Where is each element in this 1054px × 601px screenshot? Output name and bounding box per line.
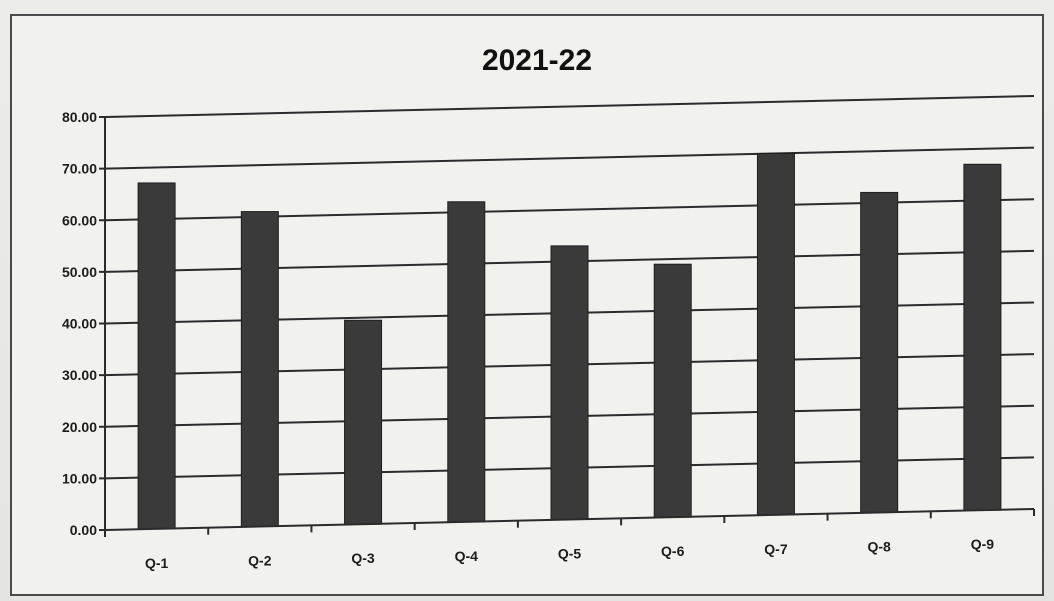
bar bbox=[963, 163, 1002, 511]
y-tick-label: 10.00 bbox=[62, 470, 97, 486]
bar bbox=[240, 211, 279, 528]
x-tick-label: Q-5 bbox=[558, 546, 582, 562]
x-tick-labels: Q-1 Q-2 Q-3 Q-4 Q-5 Q-6 Q-7 Q-8 Q-9 bbox=[145, 536, 994, 571]
y-tick-label: 80.00 bbox=[62, 109, 97, 125]
bar bbox=[344, 319, 383, 525]
x-tick-label: Q-6 bbox=[661, 543, 685, 559]
y-tick-label: 30.00 bbox=[62, 367, 97, 383]
y-tick-label: 0.00 bbox=[70, 522, 97, 538]
y-tick-label: 60.00 bbox=[62, 212, 97, 228]
bar bbox=[653, 263, 692, 518]
bar bbox=[550, 245, 589, 521]
bar bbox=[756, 152, 795, 516]
y-tick-label: 40.00 bbox=[62, 316, 97, 332]
y-tick-label: 70.00 bbox=[62, 161, 97, 177]
x-tick-label: Q-8 bbox=[867, 539, 891, 555]
x-tick-label: Q-3 bbox=[351, 550, 375, 566]
axes bbox=[99, 116, 1035, 537]
x-axis-line bbox=[104, 508, 1035, 531]
bar bbox=[137, 182, 176, 530]
x-tick-label: Q-1 bbox=[145, 555, 169, 571]
x-tick-label: Q-9 bbox=[971, 536, 995, 552]
x-tick-label: Q-2 bbox=[248, 553, 272, 569]
y-tick-labels: 0.00 10.00 20.00 30.00 40.00 50.00 60.00 70.00 8… bbox=[62, 109, 97, 538]
bars bbox=[137, 152, 1002, 530]
y-tick-label: 50.00 bbox=[62, 264, 97, 280]
gridline bbox=[104, 146, 1035, 170]
bar bbox=[447, 201, 486, 523]
x-tick-label: Q-7 bbox=[764, 541, 788, 557]
gridline bbox=[104, 95, 1035, 118]
bar bbox=[860, 191, 899, 514]
chart-title: 2021-22 bbox=[482, 44, 592, 77]
y-tick-label: 20.00 bbox=[62, 419, 97, 435]
x-tick-label: Q-4 bbox=[455, 548, 479, 564]
